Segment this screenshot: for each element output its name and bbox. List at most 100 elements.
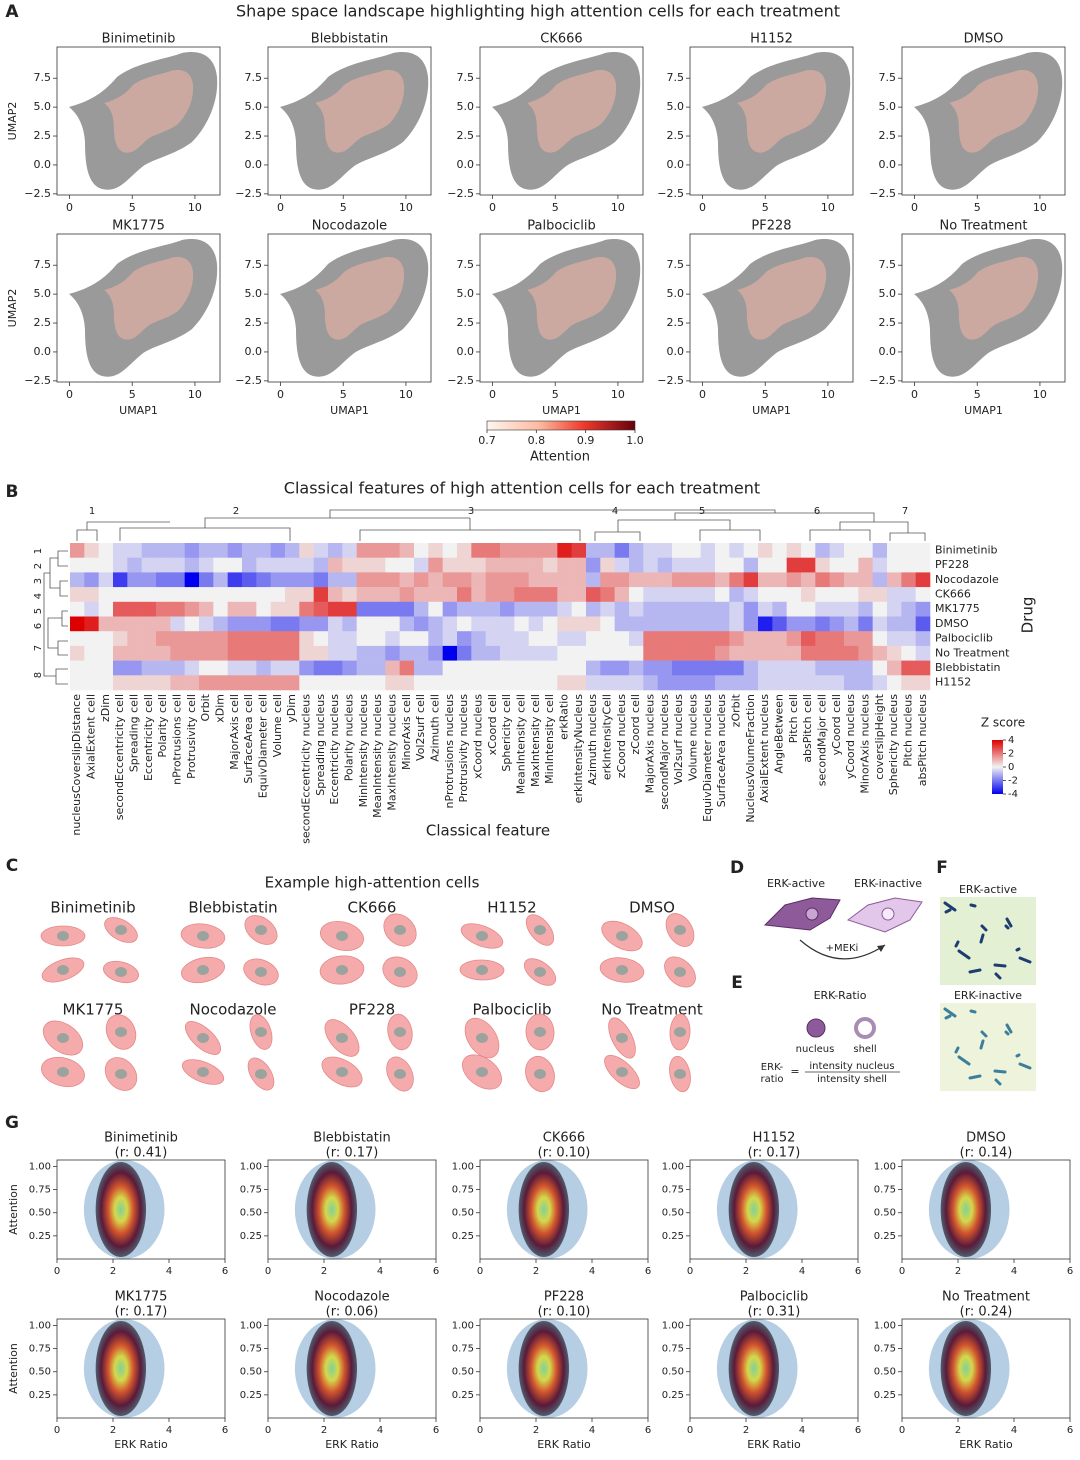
heatmap-col-label: SurfaceArea cell: [242, 694, 255, 784]
heatmap-cell: [686, 543, 701, 558]
y-tick-label: 1.00: [452, 1320, 474, 1331]
heatmap-cell: [801, 616, 816, 632]
heatmap-cell: [829, 631, 845, 647]
y-tick-label: 7.5: [667, 258, 685, 271]
x-tick-label: 6: [433, 1266, 439, 1277]
x-tick-label: 6: [1067, 1266, 1073, 1277]
heatmap-cell: [399, 645, 415, 661]
heatmap-cell: [657, 601, 673, 617]
heatmap-col-label: Volume cell: [271, 694, 284, 757]
x-tick-label: 0: [265, 1425, 271, 1436]
heatmap-cell: [528, 557, 544, 573]
heatmap-cell: [141, 587, 157, 603]
heatmap-cell: [371, 631, 386, 647]
x-tick-label: 6: [645, 1266, 651, 1277]
heatmap-cell: [643, 675, 658, 691]
heatmap-cell: [772, 557, 787, 573]
heatmap-cell: [872, 631, 888, 647]
heatmap-cell: [815, 572, 830, 588]
heatmap-cell: [844, 587, 859, 603]
heatmap-col-label: nProtrusions nucleus: [443, 694, 456, 809]
scatter-r: (r: 0.10): [538, 1146, 591, 1161]
heatmap-cell: [901, 601, 916, 617]
heatmap-col-label: Spreading cell: [128, 694, 141, 772]
heatmap-cell: [858, 660, 873, 676]
heatmap-cell: [514, 543, 529, 558]
heatmap-cell: [700, 645, 716, 661]
heatmap-cell: [113, 675, 128, 691]
heatmap-cell: [500, 660, 515, 676]
heatmap-cell: [915, 543, 931, 558]
heatmap-cell: [772, 631, 787, 647]
heatmap-cell: [399, 616, 415, 632]
heatmap-cell: [199, 645, 214, 661]
heatmap-cell: [485, 557, 501, 573]
heatmap-cell: [887, 631, 902, 647]
heatmap-cell: [227, 660, 243, 676]
heatmap-cell: [743, 543, 759, 558]
heatmap-cell: [657, 616, 673, 632]
heatmap-cell: [270, 660, 286, 676]
heatmap-cell: [657, 660, 673, 676]
heatmap-col-label: secondEccentricity nucleus: [300, 694, 313, 844]
y-tick-label: 1.00: [662, 1161, 684, 1172]
heatmap-cell: [543, 675, 558, 691]
x-tick-label: 0: [899, 1266, 905, 1277]
cell-nucleus: [394, 1027, 406, 1037]
heatmap-cell: [887, 587, 902, 603]
heatmap-cell: [127, 572, 142, 588]
heatmap-cell: [700, 631, 716, 647]
umap-title: Shape space landscape highlighting high …: [236, 2, 840, 21]
heatmap-col-label: Polarity nucleus: [343, 694, 356, 781]
heatmap-row-label: Binimetinib: [935, 543, 998, 556]
heatmap-cell: [528, 543, 544, 558]
attention-colorbar: [486, 420, 636, 431]
heatmap-cell: [270, 616, 286, 632]
heatmap-cell: [844, 616, 859, 632]
heatmap-row-label: Blebbistatin: [935, 661, 1001, 674]
heatmap-cell: [127, 631, 142, 647]
y-tick-label: 0.75: [452, 1185, 474, 1196]
heatmap-col-label: AxialExtent nucleus: [758, 694, 771, 803]
heatmap-cell: [141, 557, 157, 573]
heatmap-cell: [184, 587, 200, 603]
heatmap-cell: [371, 660, 386, 676]
x-tick-label: 0: [699, 201, 706, 214]
heatmap-cell: [672, 601, 687, 617]
cell-nucleus: [674, 1069, 686, 1079]
x-tick-label: 5: [129, 388, 136, 401]
y-tick-label: −2.5: [24, 374, 51, 387]
scatter-frame: [479, 1159, 649, 1260]
heatmap-cell: [815, 675, 830, 691]
x-tick-label: 6: [855, 1266, 861, 1277]
heatmap-cell: [141, 645, 157, 661]
y-tick-label: 0.75: [29, 1185, 51, 1196]
heatmap-cell: [256, 660, 271, 676]
cell-nucleus: [534, 925, 546, 935]
heatmap-cell: [442, 645, 458, 661]
heatmap-cell: [557, 587, 572, 603]
y-tick-label: 0.50: [662, 1208, 684, 1219]
density: [306, 1320, 358, 1417]
heatmap-cell: [399, 572, 415, 588]
heatmap-cell: [127, 675, 142, 691]
heatmap-cell: [901, 587, 916, 603]
scatter-title: Blebbistatin: [313, 1131, 390, 1146]
x-tick-label: 0: [911, 388, 918, 401]
heatmap-cell: [801, 557, 816, 573]
heatmap-cell: [371, 601, 386, 617]
y-tick-label: 0.50: [662, 1367, 684, 1378]
heatmap-cell: [98, 616, 114, 632]
x-tick-label: 2: [533, 1266, 539, 1277]
scatter-title: Binimetinib: [104, 1131, 178, 1146]
heatmap-cell: [328, 675, 343, 691]
heatmap-cell: [543, 572, 558, 588]
scatter-r: (r: 0.24): [960, 1305, 1013, 1320]
x-tick-label: 0: [54, 1266, 60, 1277]
heatmap-cell: [141, 660, 157, 676]
y-tick-label: 2.5: [34, 129, 52, 142]
y-tick-label: 7.5: [667, 71, 685, 84]
heatmap-cell: [98, 543, 114, 558]
heatmap-cell: [901, 645, 916, 661]
example-drug-name: H1152: [487, 899, 536, 917]
